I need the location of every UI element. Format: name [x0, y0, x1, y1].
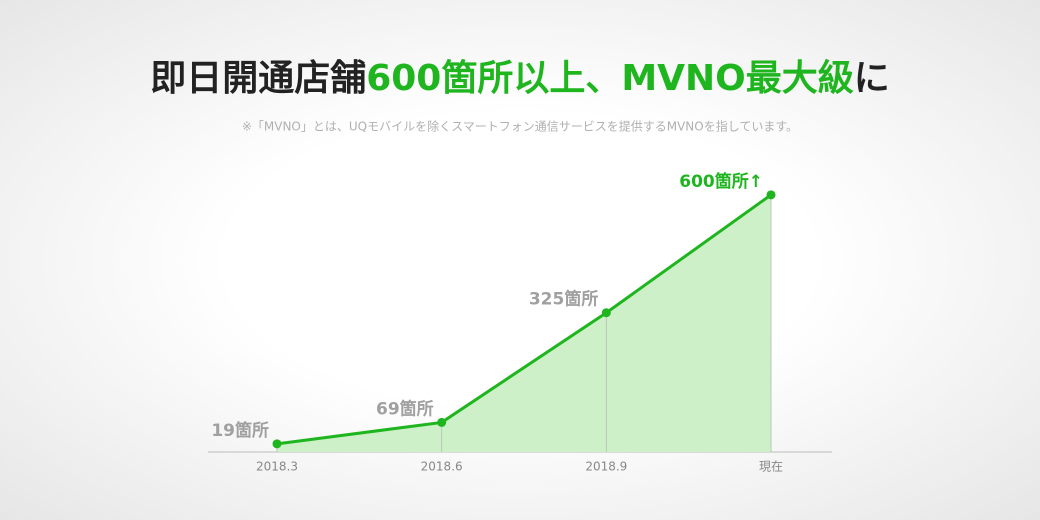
value-label: 19箇所 [211, 420, 269, 441]
chart-subtitle: ※「MVNO」とは、UQモバイルを除くスマートフォン通信サービスを提供するMVN… [242, 119, 798, 134]
point [272, 439, 282, 449]
value-label: 600箇所↑ [679, 171, 763, 192]
line [276, 193, 772, 446]
title-part: に [854, 58, 890, 99]
value-label: 325箇所 [529, 289, 599, 310]
area-fill [277, 194, 771, 452]
x-tick-label: 2018.9 [585, 460, 627, 474]
x-tick-label: 2018.6 [421, 460, 463, 474]
x-tick-label: 現在 [759, 460, 783, 474]
value-label: 69箇所 [376, 398, 434, 419]
title-highlight: 600箇所以上、MVNO最大級 [366, 58, 854, 99]
chart-title: 即日開通店舗600箇所以上、MVNO最大級に [150, 58, 890, 99]
point [601, 308, 611, 318]
point [437, 417, 447, 427]
point [766, 190, 776, 200]
title-part: 即日開通店舗 [150, 58, 366, 99]
x-tick-label: 2018.3 [256, 460, 298, 474]
